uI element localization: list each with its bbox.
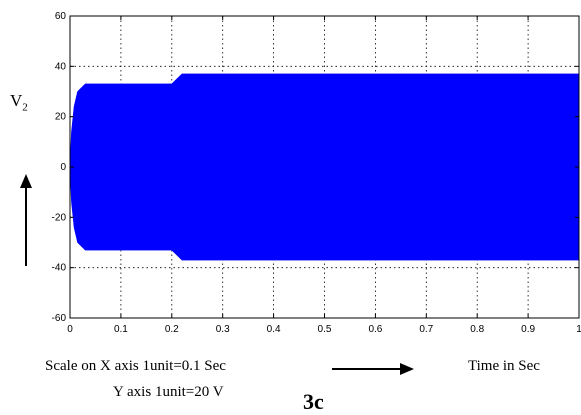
x-tick-label: 0.2 (165, 324, 179, 335)
x-tick-label: 0.4 (267, 324, 281, 335)
y-axis-label-main: V (10, 91, 23, 110)
time-axis-caption: Time in Sec (468, 358, 540, 374)
x-arrow-head (400, 363, 414, 375)
x-tick-label: 0.9 (521, 324, 535, 335)
x-tick-label: 0.6 (368, 324, 382, 335)
y-tick-label: 0 (60, 162, 66, 173)
x-tick-label: 0 (67, 324, 73, 335)
x-tick-label: 0.7 (419, 324, 433, 335)
y-tick-label: -20 (52, 212, 67, 223)
x-tick-label: 0.1 (114, 324, 128, 335)
y-tick-label: -40 (52, 263, 67, 274)
y-scale-caption: Y axis 1unit=20 V (113, 384, 224, 400)
x-scale-caption: Scale on X axis 1unit=0.1 Sec (45, 358, 226, 374)
y-direction-arrow (20, 174, 32, 266)
y-tick-label: 60 (55, 11, 67, 22)
y-axis-label: V2 (10, 91, 28, 113)
plot-area: 0 0.1 0.2 0.3 0.4 0.5 0.6 0.7 0.8 0.9 1 -60 -40 -20 0 2… (52, 11, 581, 335)
y-tick-label: -60 (52, 313, 67, 324)
figure-label: 3c (303, 389, 324, 414)
x-tick-label: 0.5 (318, 324, 332, 335)
x-tick-label: 0.8 (470, 324, 484, 335)
x-direction-arrow (332, 363, 414, 375)
y-tick-label: 40 (55, 61, 67, 72)
signal-series-fill (69, 73, 580, 261)
x-tick-label: 0.3 (216, 324, 230, 335)
y-tick-label: 20 (55, 112, 67, 123)
y-axis-label-subscript: 2 (22, 101, 28, 114)
x-tick-label: 1 (576, 324, 581, 335)
y-arrow-head (20, 174, 32, 188)
